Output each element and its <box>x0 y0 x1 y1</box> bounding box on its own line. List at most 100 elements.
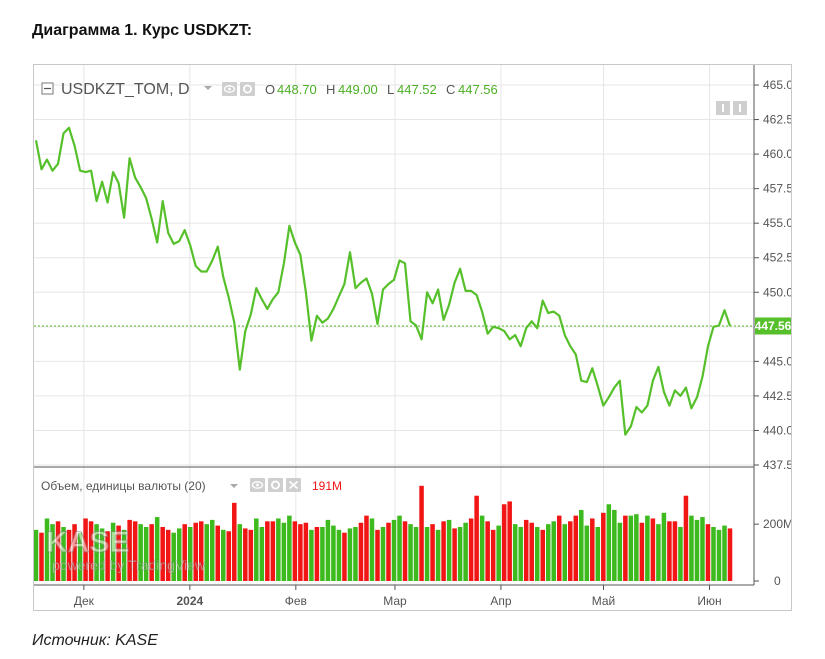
volume-bar <box>193 522 198 581</box>
volume-bar <box>99 528 105 581</box>
volume-tick-200m: 200M <box>763 517 791 531</box>
volume-bar <box>358 522 364 581</box>
volume-bar <box>468 518 474 581</box>
volume-bar <box>529 522 534 581</box>
volume-bar <box>176 528 182 581</box>
volume-bar <box>678 527 683 581</box>
volume-eye-icon[interactable] <box>250 478 265 492</box>
volume-bar <box>419 485 424 581</box>
volume-bar <box>61 527 66 581</box>
volume-bar <box>716 529 722 581</box>
volume-bar <box>623 515 628 581</box>
gear-icon[interactable] <box>240 82 255 96</box>
volume-bar <box>501 504 507 581</box>
volume-bar <box>171 532 176 581</box>
volume-bar <box>435 529 441 581</box>
volume-axis: 200M 0 <box>754 517 793 588</box>
volume-bar <box>232 502 237 581</box>
volume-bar <box>391 519 397 581</box>
volume-bar <box>198 521 204 581</box>
volume-bar <box>579 509 584 581</box>
volume-bar <box>221 529 226 581</box>
open-value: 448.70 <box>277 82 317 97</box>
volume-bar <box>309 529 314 581</box>
volume-bar <box>639 522 645 581</box>
y-tick-label: 460.00 <box>763 147 791 161</box>
volume-bar <box>650 518 656 581</box>
low-value: 447.52 <box>397 82 437 97</box>
y-tick-label: 445.00 <box>763 354 791 368</box>
volume-bar <box>463 522 468 581</box>
watermark: KASE powered by TradingView <box>46 526 207 574</box>
volume-bar <box>452 528 457 581</box>
volume-bar <box>342 532 347 581</box>
y-tick-label: 442.50 <box>763 389 791 403</box>
volume-dropdown-icon[interactable] <box>230 484 238 488</box>
volume-bar <box>661 512 667 581</box>
volume-bar <box>689 515 694 581</box>
volume-bar <box>116 525 121 581</box>
x-tick-label: Май <box>592 594 616 608</box>
high-value: 449.00 <box>338 82 378 97</box>
source-caption: Источник: KASE <box>32 632 158 649</box>
volume-bar <box>457 527 463 581</box>
volume-legend: Объем, единицы валюты (20) 191M <box>41 478 342 493</box>
volume-bar <box>331 525 336 581</box>
dropdown-icon[interactable] <box>204 86 212 90</box>
eye-icon[interactable] <box>222 82 237 96</box>
volume-bar <box>88 521 94 581</box>
volume-bar <box>77 532 83 581</box>
volume-bar <box>705 524 711 581</box>
price-line <box>34 126 732 436</box>
volume-bar <box>424 527 430 581</box>
price-chart[interactable]: 465.00 462.50 460.00 457.50 455.00 452.50 450.… <box>33 65 800 610</box>
volume-bar <box>595 527 601 581</box>
volume-bar <box>711 527 716 581</box>
volume-bar <box>127 519 132 581</box>
x-tick-label: Мар <box>383 594 407 608</box>
volume-bar <box>314 527 320 581</box>
close-label: C <box>446 82 455 97</box>
volume-bar <box>94 524 99 581</box>
volume-bar <box>50 524 55 581</box>
volume-bar <box>534 527 540 581</box>
volume-bar <box>187 527 193 581</box>
x-tick-label: 2024 <box>176 594 203 608</box>
volume-bar <box>143 527 149 581</box>
volume-bar <box>347 528 353 581</box>
volume-bar <box>617 522 623 581</box>
volume-gear-icon[interactable] <box>268 478 283 492</box>
x-tick-label: Фев <box>285 594 307 608</box>
volume-bar <box>408 524 413 581</box>
pane-controls[interactable] <box>716 101 747 115</box>
price-series <box>34 126 732 436</box>
high-label: H <box>326 82 335 97</box>
volume-bar <box>182 524 187 581</box>
volume-value: 191M <box>312 479 342 493</box>
volume-bar <box>83 518 88 581</box>
volume-bar <box>683 495 689 581</box>
volume-close-icon[interactable] <box>286 478 301 492</box>
volume-bar <box>281 522 287 581</box>
grid-lines <box>34 65 754 585</box>
volume-bar <box>204 524 210 581</box>
volume-bar <box>386 522 391 581</box>
volume-bar <box>320 527 325 581</box>
x-tick-label: Дек <box>74 594 95 608</box>
volume-bar <box>110 522 116 581</box>
volume-bar <box>364 515 369 581</box>
symbol-label: USDKZT_TOM, D <box>61 81 190 98</box>
last-price-label: 447.56 <box>755 319 791 333</box>
volume-bar <box>336 529 342 581</box>
volume-bar <box>590 518 595 581</box>
volume-bar <box>397 515 402 581</box>
volume-bar <box>700 517 705 581</box>
y-tick-label: 440.00 <box>763 423 791 437</box>
volume-bar <box>413 527 419 581</box>
volume-bar <box>39 532 44 581</box>
volume-bar <box>248 529 254 581</box>
volume-bar <box>66 529 72 581</box>
volume-bar <box>496 525 501 581</box>
volume-bar <box>573 515 579 581</box>
y-tick-label: 437.50 <box>763 458 791 472</box>
